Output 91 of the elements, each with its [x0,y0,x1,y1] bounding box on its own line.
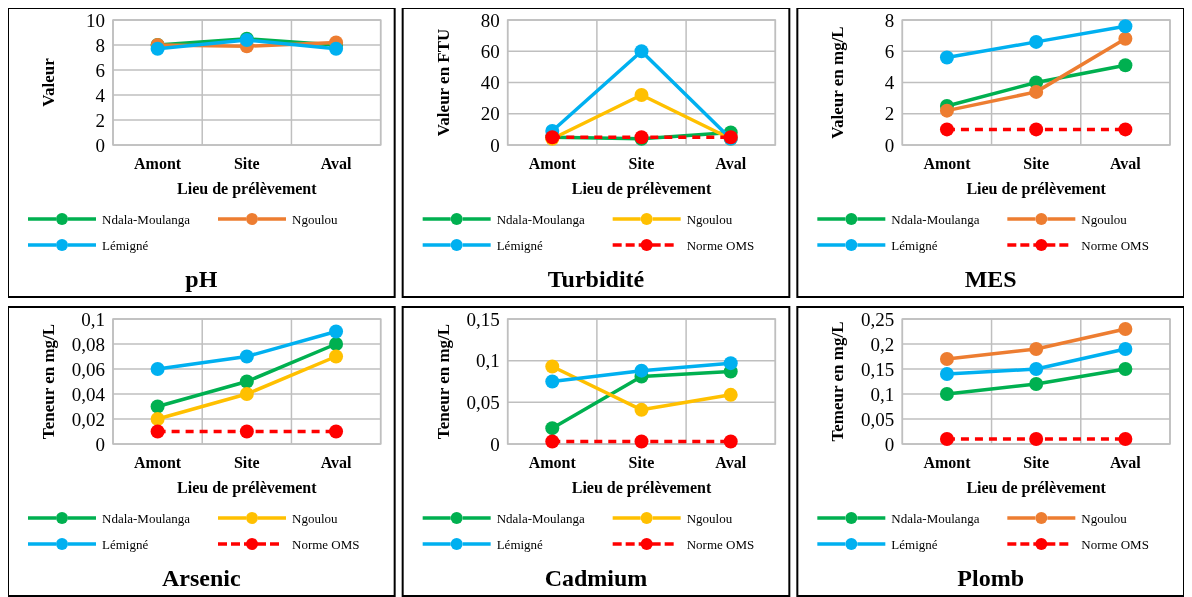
y-axis-title: Temeur en mg/L [828,321,848,442]
y-tick-label: 0,02 [71,408,105,430]
x-tick-label: Site [628,155,655,172]
y-tick-label: 0,1 [475,350,500,372]
y-tick-label: 2 [884,103,895,125]
y-axis-title: Valeur en mg/L [828,26,848,139]
x-axis-title: Lieu de prélèvement [177,180,318,198]
legend-label: Lémigné [102,536,149,552]
legend-label: Ngoulou [292,211,338,227]
y-tick-label: 0,08 [71,333,105,355]
x-tick-label: Amont [528,454,577,471]
x-tick-label: Site [1023,454,1050,471]
y-axis-title: Valeur en FTU [433,28,453,137]
y-tick-label: 10 [86,9,105,31]
x-tick-label: Aval [320,454,353,471]
legend-label: Ndala-Moulanga [891,211,980,227]
y-tick-label: 0,05 [466,391,500,413]
y-tick-label: 0,1 [870,383,895,405]
y-axis-title: Teneur en mg/L [433,323,453,440]
text: pH [185,266,218,292]
legend-label: Ndala-Moulanga [891,510,980,526]
x-tick-label: Aval [1109,155,1142,172]
x-axis-title: Lieu de prélèvement [177,479,318,497]
y-tick-label: 0,15 [466,308,500,330]
y-tick-label: 4 [884,72,895,94]
y-tick-label: 0 [490,433,500,455]
y-tick-label: 8 [884,9,895,31]
legend-label: Ngoulou [292,510,338,526]
legend-label: Lémigné [891,536,938,552]
text: Arsenic [162,565,241,591]
y-tick-label: 0 [490,134,500,156]
y-tick-label: 60 [480,40,500,62]
y-tick-label: 4 [95,84,106,106]
y-tick-label: 6 [884,40,895,62]
y-tick-label: 0,06 [71,358,105,380]
legend-label: Norme OMS [686,237,755,253]
y-tick-label: 0,2 [870,333,895,355]
x-tick-label: Amont [528,155,577,172]
y-tick-label: 40 [480,72,500,94]
legend-label: Lémigné [496,237,544,253]
y-tick-label: 0 [884,433,895,455]
y-tick-label: 6 [95,59,105,81]
legend-label: Lémigné [891,237,938,253]
text: Turbidité [547,266,645,292]
legend-label: Ngoulou [686,211,733,227]
x-tick-label: Aval [320,155,353,172]
legend-label: Ndala-Moulanga [496,211,585,227]
x-axis-title: Lieu de prélèvement [571,180,712,198]
x-axis-title: Lieu de prélèvement [966,180,1107,198]
x-tick-label: Aval [1109,454,1142,471]
y-tick-label: 80 [480,9,500,31]
x-tick-label: Aval [715,155,747,172]
x-tick-label: Site [233,155,260,172]
y-tick-label: 0 [95,134,105,156]
legend-label: Norme OMS [292,536,360,552]
legend-label: Ndala-Moulanga [102,510,191,526]
legend-label: Ngoulou [1081,510,1128,526]
legend-label: Ndala-Moulanga [102,211,191,227]
legend-label: Lémigné [496,536,544,552]
x-tick-label: Aval [715,454,747,471]
text: Cadmium [544,565,648,591]
x-tick-label: Site [1023,155,1050,172]
y-tick-label: 0,1 [81,308,105,330]
y-tick-label: 2 [95,109,105,131]
x-axis-title: Lieu de prélèvement [966,479,1107,497]
legend-label: Ngoulou [686,510,733,526]
x-tick-label: Site [628,454,655,471]
legend-label: Lémigné [102,237,149,253]
y-tick-label: 0,25 [861,308,895,330]
text: Plomb [957,565,1024,591]
legend-label: Norme OMS [686,536,755,552]
y-tick-label: 0,15 [861,358,895,380]
legend-label: Norme OMS [1081,536,1149,552]
y-axis-title: Teneur en mg/L [38,323,58,440]
y-tick-label: 0 [884,134,895,156]
text: MES [964,266,1017,292]
x-axis-title: Lieu de prélèvement [571,479,712,497]
legend-label: Norme OMS [1081,237,1149,253]
legend-label: Ndala-Moulanga [496,510,585,526]
y-tick-label: 8 [95,34,105,56]
y-tick-label: 20 [480,103,500,125]
x-tick-label: Amont [923,454,972,471]
y-tick-label: 0,05 [861,408,895,430]
y-tick-label: 0,04 [71,383,106,405]
y-tick-label: 0 [95,433,105,455]
y-axis-title: Valeur [38,57,58,107]
x-tick-label: Site [233,454,260,471]
legend-label: Ngoulou [1081,211,1128,227]
x-tick-label: Amont [923,155,972,172]
x-tick-label: Amont [134,454,182,471]
x-tick-label: Amont [134,155,182,172]
